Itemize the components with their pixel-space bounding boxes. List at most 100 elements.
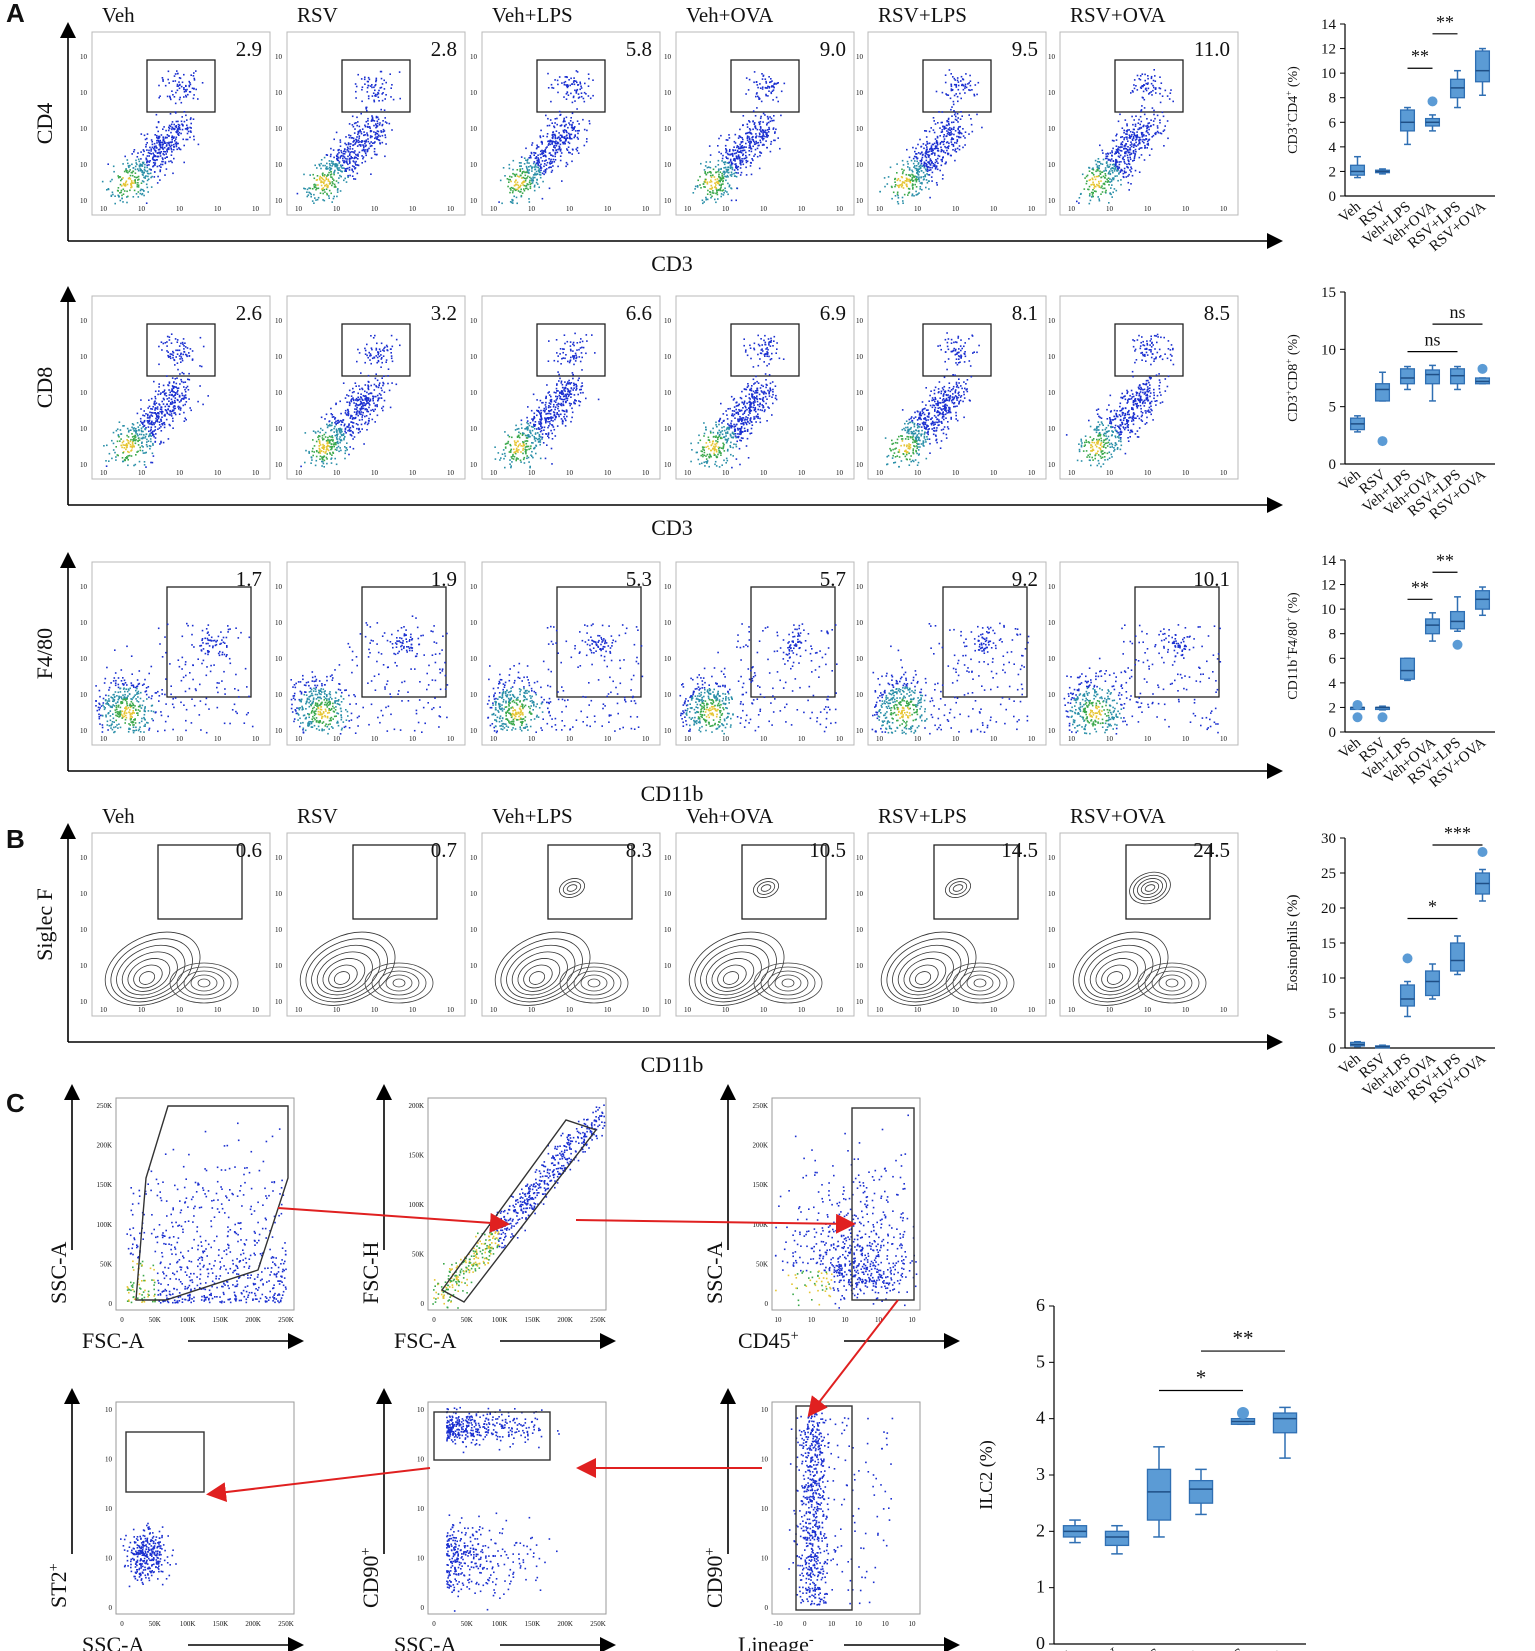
axis-label-y: CD4 bbox=[32, 103, 57, 145]
dot bbox=[126, 456, 128, 458]
dot bbox=[744, 157, 747, 159]
dot bbox=[570, 137, 573, 140]
dot bbox=[783, 82, 786, 85]
dot bbox=[313, 177, 316, 180]
dot bbox=[163, 390, 165, 393]
dot bbox=[146, 170, 148, 173]
dot bbox=[367, 123, 369, 125]
dot bbox=[351, 398, 353, 400]
dot bbox=[179, 128, 181, 131]
dot bbox=[176, 341, 179, 343]
dot bbox=[909, 179, 912, 182]
dot bbox=[920, 160, 922, 163]
dot bbox=[718, 176, 720, 178]
dot bbox=[1109, 178, 1111, 180]
dot bbox=[142, 172, 145, 174]
dot bbox=[1115, 139, 1118, 141]
dot bbox=[499, 459, 501, 461]
dot bbox=[551, 137, 554, 140]
dot bbox=[335, 443, 337, 446]
dot bbox=[356, 154, 358, 157]
dot bbox=[331, 414, 334, 416]
dot bbox=[930, 159, 932, 162]
dot bbox=[356, 158, 359, 160]
dot bbox=[1136, 134, 1138, 136]
dot bbox=[562, 142, 565, 145]
dot bbox=[158, 165, 161, 167]
dot bbox=[1096, 165, 1099, 167]
dot bbox=[560, 380, 563, 383]
dot bbox=[908, 169, 911, 171]
dot bbox=[766, 87, 768, 89]
dot bbox=[920, 170, 923, 172]
dot bbox=[358, 135, 361, 137]
dot bbox=[193, 72, 195, 74]
dot bbox=[745, 156, 748, 159]
dot bbox=[574, 89, 576, 92]
dot bbox=[364, 390, 366, 393]
dot bbox=[182, 353, 184, 356]
dot bbox=[352, 438, 354, 440]
dot bbox=[154, 162, 157, 164]
dot bbox=[320, 184, 323, 187]
dot bbox=[367, 374, 370, 377]
dot bbox=[540, 163, 542, 166]
dot bbox=[131, 446, 133, 449]
dot bbox=[146, 137, 148, 140]
dot bbox=[558, 147, 561, 150]
dot bbox=[1113, 170, 1116, 172]
dot bbox=[315, 440, 318, 443]
dot bbox=[930, 146, 933, 149]
dot bbox=[162, 403, 165, 405]
dot bbox=[127, 177, 130, 180]
dot bbox=[919, 167, 922, 170]
dot bbox=[729, 160, 732, 162]
dot bbox=[539, 176, 542, 179]
dot bbox=[952, 100, 955, 103]
dot bbox=[379, 87, 382, 89]
dot bbox=[565, 419, 567, 422]
dot bbox=[753, 141, 756, 144]
dot bbox=[339, 419, 342, 422]
dot bbox=[378, 392, 381, 395]
dot bbox=[348, 401, 351, 404]
dot bbox=[173, 394, 175, 397]
dot bbox=[588, 122, 591, 125]
dot bbox=[531, 142, 534, 144]
dot bbox=[150, 186, 153, 188]
dot bbox=[149, 438, 152, 440]
dot bbox=[373, 99, 375, 102]
dot bbox=[356, 427, 358, 430]
dot bbox=[154, 426, 157, 428]
dot bbox=[352, 432, 354, 434]
dot bbox=[1096, 166, 1099, 168]
dot bbox=[925, 152, 928, 155]
dot bbox=[144, 169, 146, 172]
dot bbox=[568, 122, 570, 124]
dot bbox=[1153, 109, 1155, 112]
dot-cloud bbox=[879, 74, 983, 205]
dot bbox=[1127, 166, 1129, 169]
dot bbox=[168, 413, 170, 416]
dot bbox=[364, 421, 367, 424]
dot bbox=[536, 179, 538, 181]
dot bbox=[717, 182, 720, 185]
dot bbox=[347, 155, 349, 158]
dot bbox=[372, 119, 374, 122]
dot bbox=[377, 91, 379, 94]
dot bbox=[554, 118, 557, 120]
dot bbox=[907, 174, 910, 176]
dot bbox=[1091, 177, 1094, 180]
dot bbox=[1135, 138, 1138, 140]
dot bbox=[360, 372, 362, 374]
dot bbox=[326, 448, 329, 451]
dot bbox=[362, 394, 365, 397]
dot bbox=[132, 196, 135, 198]
dot bbox=[954, 148, 957, 150]
dot bbox=[706, 193, 709, 195]
dot bbox=[716, 190, 718, 192]
dot bbox=[156, 139, 158, 142]
dot bbox=[696, 186, 699, 188]
